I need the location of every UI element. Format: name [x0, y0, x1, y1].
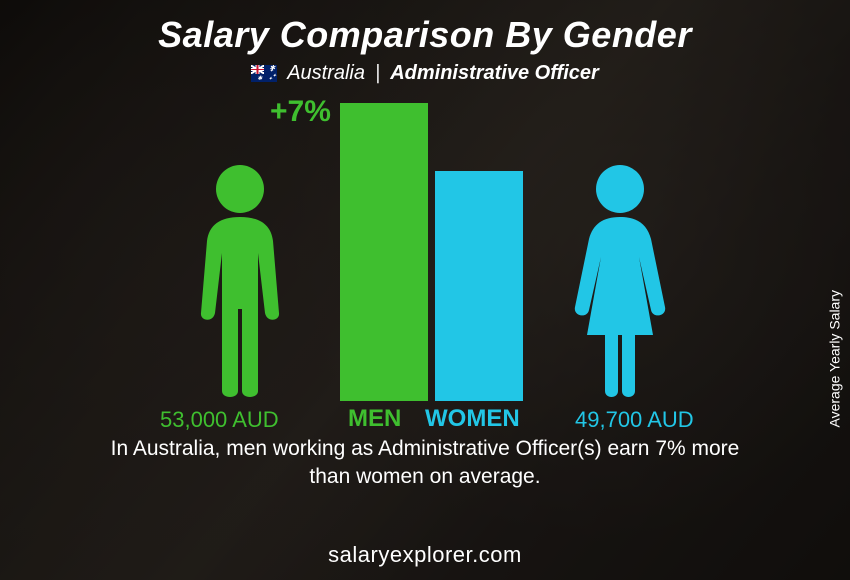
chart-area: +7% 53,000 AUD MEN WOMEN 49,700 AUD [65, 95, 785, 435]
page-title: Salary Comparison By Gender [158, 14, 692, 56]
subtitle-divider: | [375, 62, 380, 85]
female-person-icon [565, 161, 675, 401]
subtitle-row: ✱ ✦ ✦ ✦ Australia | Administrative Offic… [251, 62, 599, 85]
caption-text: In Australia, men working as Administrat… [35, 435, 815, 492]
content-container: Salary Comparison By Gender ✱ ✦ ✦ ✦ Aust… [0, 0, 850, 580]
bar-men [340, 103, 428, 401]
footer-source: salaryexplorer.com [0, 542, 850, 568]
male-person-icon [185, 161, 295, 401]
y-axis-label: Average Yearly Salary [826, 290, 842, 428]
salary-men-label: 53,000 AUD [160, 407, 279, 433]
salary-women-label: 49,700 AUD [575, 407, 694, 433]
country-label: Australia [287, 62, 365, 85]
job-title-label: Administrative Officer [390, 62, 599, 85]
gender-women-label: WOMEN [425, 405, 520, 433]
bar-women [435, 171, 523, 401]
australia-flag-icon: ✱ ✦ ✦ ✦ [251, 65, 277, 82]
percentage-difference-label: +7% [270, 95, 331, 129]
gender-men-label: MEN [348, 405, 401, 433]
